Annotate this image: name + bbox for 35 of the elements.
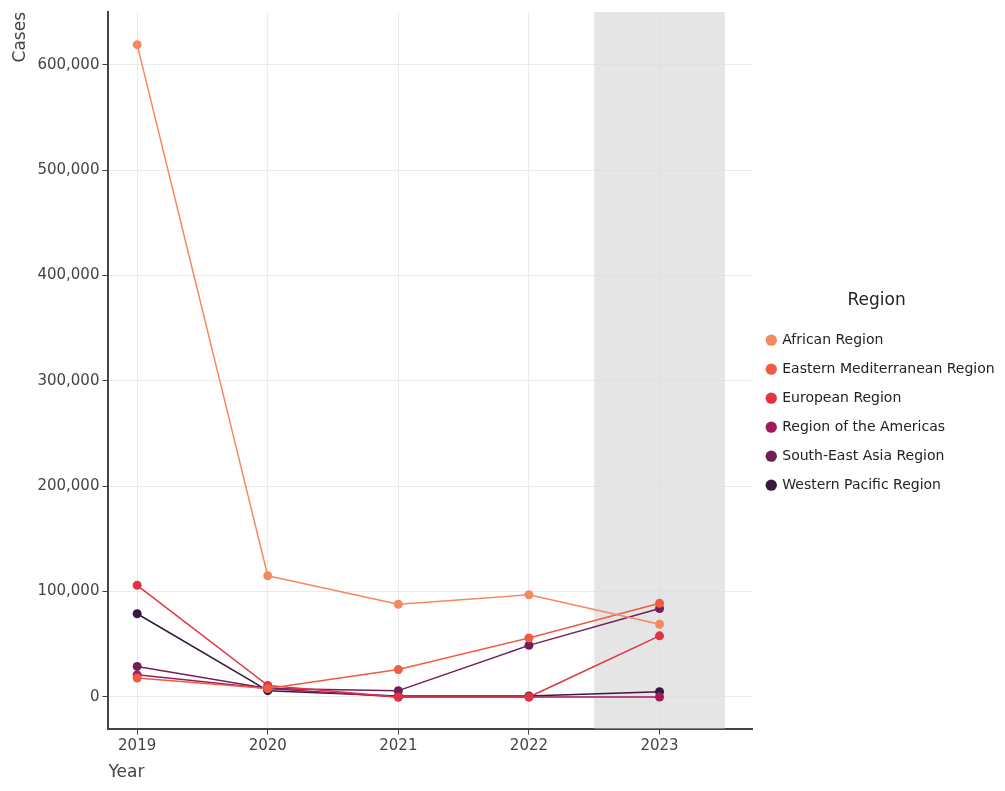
legend-label: European Region xyxy=(782,388,902,405)
point xyxy=(132,580,142,590)
point xyxy=(393,665,403,675)
x-tick-label: 2020 xyxy=(248,736,287,755)
y-tick-label: 0 xyxy=(89,686,100,705)
y-tick-label: 100,000 xyxy=(37,581,100,600)
x-tick-label: 2023 xyxy=(640,736,679,755)
point xyxy=(524,590,534,600)
point xyxy=(132,609,142,619)
point xyxy=(263,571,273,581)
point xyxy=(524,640,534,650)
y-tick-label: 300,000 xyxy=(37,370,100,389)
point xyxy=(655,631,665,641)
x-tick-label: 2021 xyxy=(379,736,418,755)
y-tick-label: 200,000 xyxy=(37,476,100,495)
legend-title: Region xyxy=(847,288,906,309)
point xyxy=(655,598,665,608)
legend-label: South-East Asia Region xyxy=(782,446,945,463)
x-tick-label: 2022 xyxy=(509,736,549,755)
y-axis-title: Cases xyxy=(8,11,29,63)
legend-label: Western Pacific Region xyxy=(782,475,941,492)
x-axis-title: Year xyxy=(107,761,145,782)
legend-label: Eastern Mediterranean Region xyxy=(782,359,995,376)
point xyxy=(655,619,665,629)
point xyxy=(132,661,142,671)
point xyxy=(393,599,403,609)
point xyxy=(655,692,665,702)
x-tick-label: 2019 xyxy=(118,736,157,755)
y-tick-label: 400,000 xyxy=(37,265,100,284)
y-tick-label: 500,000 xyxy=(37,159,100,178)
legend-label: African Region xyxy=(782,330,884,347)
point xyxy=(524,633,534,643)
point xyxy=(132,40,142,50)
legend-label: Region of the Americas xyxy=(782,417,946,434)
y-tick-label: 600,000 xyxy=(37,54,100,73)
